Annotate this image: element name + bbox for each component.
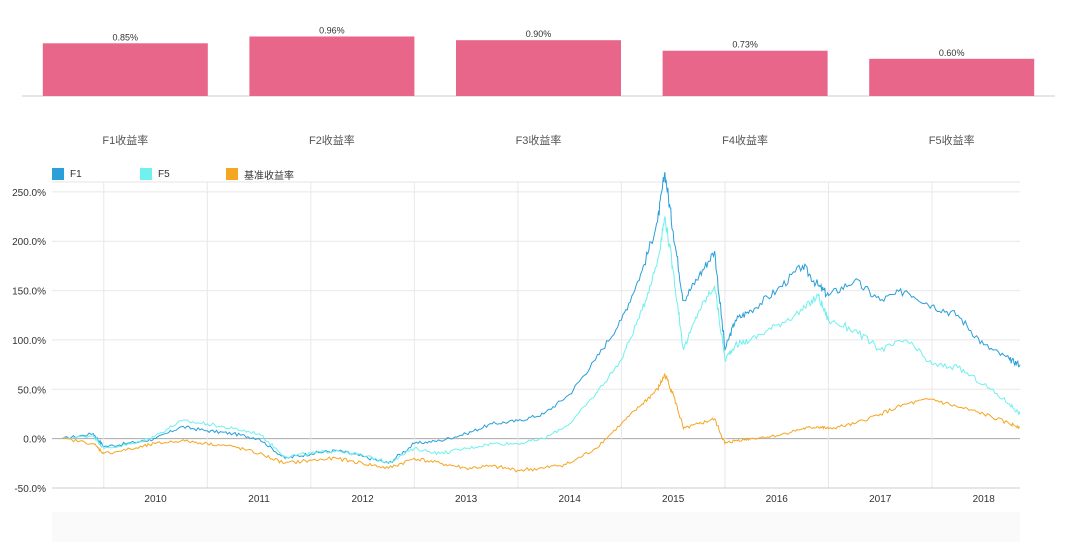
x-tick-label: 2011	[248, 494, 270, 505]
line-chart-grid	[52, 181, 1020, 542]
x-tick-label: 2016	[766, 494, 789, 505]
bar[interactable]	[456, 40, 621, 96]
bar-value-label: 0.60%	[939, 48, 965, 58]
y-tick-label: 100.0%	[12, 336, 46, 347]
legend-item-benchmark[interactable]: 基准收益率	[226, 167, 294, 182]
line-chart-x-axis: 2010 2011 2012 2013 2014 2015 2016 2017 2018	[144, 494, 995, 505]
bar[interactable]	[869, 58, 1035, 96]
x-tick-label: 2010	[144, 494, 167, 505]
legend-swatch-f1	[52, 168, 64, 180]
bar-category-label: F4收益率	[722, 133, 768, 147]
bar[interactable]	[42, 43, 208, 96]
legend-label-f5: F5	[158, 168, 170, 180]
legend-label-f1: F1	[70, 168, 82, 180]
series-line-benchmark[interactable]	[62, 373, 1021, 473]
x-tick-label: 2013	[455, 494, 478, 505]
y-tick-label: -50.0%	[14, 484, 46, 495]
series-line-f5[interactable]	[62, 216, 1021, 464]
x-tick-label: 2014	[559, 494, 582, 505]
navigator-band	[52, 512, 1020, 542]
legend-item-f5[interactable]: F5	[140, 167, 170, 181]
x-tick-label: 2017	[869, 494, 892, 505]
bar-category-label: F2收益率	[309, 133, 355, 147]
legend-swatch-benchmark	[226, 168, 238, 180]
y-tick-label: 250.0%	[12, 188, 46, 199]
bar[interactable]	[662, 50, 828, 96]
bar-value-label: 0.90%	[526, 29, 552, 39]
bar-category-label: F5收益率	[929, 133, 975, 147]
x-tick-label: 2015	[662, 494, 685, 505]
line-chart-series	[62, 172, 1021, 473]
bar[interactable]	[249, 36, 415, 96]
bar-chart: 0.85% F1收益率 0.96% F2收益率 0.90% F3收益率 0.73% F4收益率…	[22, 25, 1055, 147]
series-line-f1[interactable]	[62, 172, 1021, 465]
y-tick-label: 200.0%	[12, 237, 46, 248]
y-tick-label: 0.0%	[23, 435, 46, 446]
y-tick-label: 50.0%	[18, 385, 46, 396]
bar-value-label: 0.85%	[113, 32, 139, 42]
legend-item-f1[interactable]: F1	[52, 167, 82, 181]
x-tick-label: 2018	[973, 494, 996, 505]
legend-swatch-f5	[140, 168, 152, 180]
bar-category-label: F1收益率	[102, 133, 148, 147]
x-tick-label: 2012	[351, 494, 374, 505]
bar-value-label: 0.73%	[732, 40, 758, 50]
bar-value-label: 0.96%	[319, 25, 345, 35]
legend-label-benchmark: 基准收益率	[244, 170, 294, 182]
line-chart-y-axis: -50.0% 0.0% 50.0% 100.0% 150.0% 200.0% 250.0%	[12, 188, 46, 495]
bar-category-label: F3收益率	[516, 133, 562, 147]
y-tick-label: 150.0%	[12, 287, 46, 298]
